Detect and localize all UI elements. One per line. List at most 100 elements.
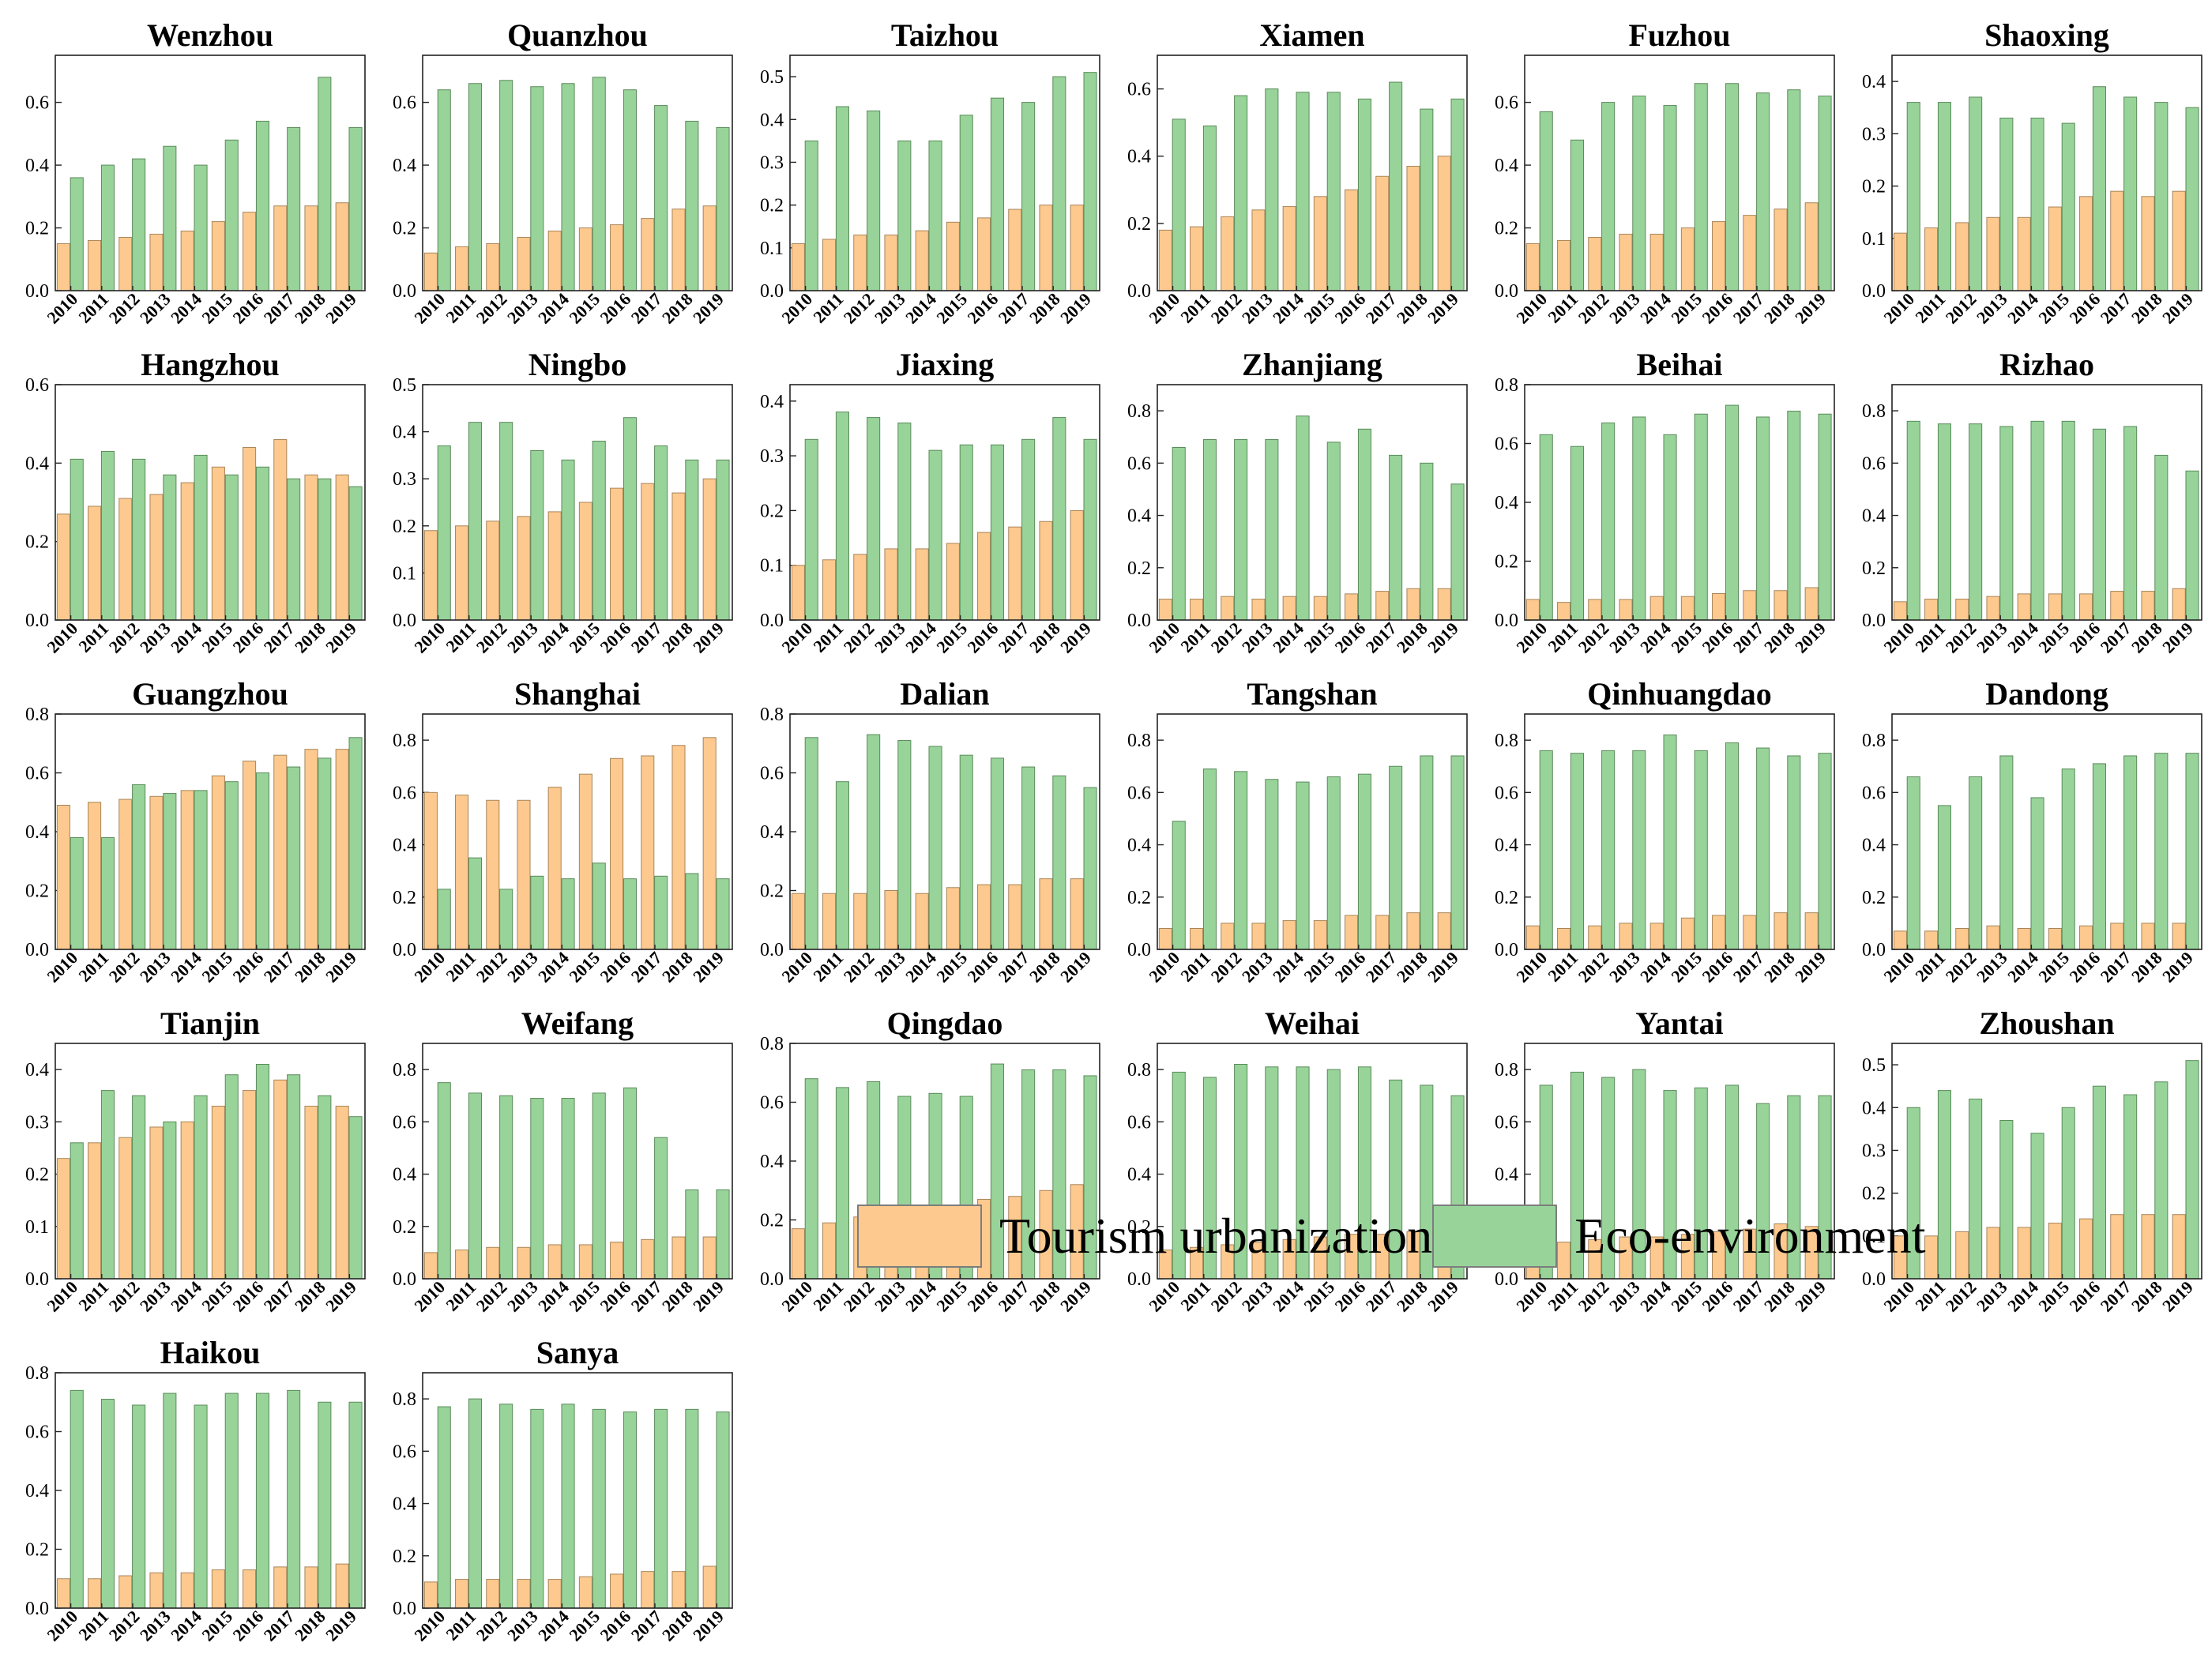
x-tick-label: 2011 xyxy=(1544,289,1582,327)
y-tick-label: 0.8 xyxy=(760,705,784,725)
bar-eco-2016 xyxy=(990,757,1004,950)
bar-eco-2014 xyxy=(561,878,575,950)
x-tick-label: 2017 xyxy=(260,1277,299,1316)
bar-tourism-2017 xyxy=(273,1079,288,1280)
bar-tourism-2011 xyxy=(455,525,469,621)
plot-frame xyxy=(55,1372,366,1609)
y-tick-label: 0.4 xyxy=(393,156,416,176)
x-tick-label: 2012 xyxy=(1942,948,1980,987)
x-tick-label: 2018 xyxy=(291,948,329,987)
bar-eco-2012 xyxy=(1969,1098,1983,1280)
y-tick-label: 0.4 xyxy=(760,110,784,130)
bar-eco-2013 xyxy=(1999,117,2014,291)
bar-eco-2019 xyxy=(348,486,363,621)
bar-eco-2011 xyxy=(100,450,115,621)
bar-tourism-2018 xyxy=(1039,205,1053,291)
x-tick-label: 2013 xyxy=(1973,1277,2011,1316)
x-tick-label: 2017 xyxy=(1729,1277,1768,1316)
bar-tourism-2011 xyxy=(822,559,837,621)
bar-eco-2011 xyxy=(468,83,482,291)
x-tick-label: 2014 xyxy=(167,289,205,328)
bar-eco-2019 xyxy=(716,878,730,950)
x-tick-label: 2014 xyxy=(167,618,205,657)
x-tick-label: 2013 xyxy=(1238,1277,1277,1316)
bar-tourism-2018 xyxy=(2141,591,2155,621)
x-tick-label: 2011 xyxy=(74,1607,112,1644)
bar-eco-2017 xyxy=(1756,747,1770,950)
chart-title: Dalian xyxy=(900,676,989,712)
bar-tourism-2010 xyxy=(56,1158,70,1280)
x-tick-label: 2013 xyxy=(1605,289,1644,328)
bar-tourism-2015 xyxy=(578,1244,592,1280)
x-tick-label: 2016 xyxy=(964,1277,1002,1316)
x-tick-label: 2013 xyxy=(136,1607,175,1645)
y-tick-label: 0.6 xyxy=(1127,80,1151,100)
bar-tourism-2013 xyxy=(1986,216,2000,291)
x-tick-label: 2017 xyxy=(260,289,299,328)
y-tick-label: 0.6 xyxy=(1495,1112,1518,1133)
bar-eco-2011 xyxy=(468,857,482,950)
bar-tourism-2016 xyxy=(243,212,257,291)
bar-tourism-2013 xyxy=(1619,599,1633,621)
bar-eco-2015 xyxy=(224,1392,239,1609)
x-tick-label: 2018 xyxy=(1760,618,1799,657)
bar-tourism-2011 xyxy=(88,1578,102,1609)
y-tick-label: 0.0 xyxy=(1495,940,1518,960)
x-tick-label: 2013 xyxy=(1605,618,1644,657)
bar-tourism-2016 xyxy=(1345,189,1359,291)
bar-eco-2016 xyxy=(623,417,637,621)
bar-tourism-2010 xyxy=(1893,601,1907,621)
x-tick-label: 2017 xyxy=(1729,618,1768,657)
x-tick-label: 2018 xyxy=(658,948,697,987)
bar-tourism-2010 xyxy=(423,1252,438,1280)
bar-eco-2015 xyxy=(2061,1107,2075,1280)
bar-tourism-2019 xyxy=(1070,509,1084,621)
bar-eco-2013 xyxy=(1999,426,2014,621)
bar-tourism-2019 xyxy=(335,1563,349,1609)
x-tick-label: 2012 xyxy=(840,289,878,328)
y-tick-label: 0.4 xyxy=(1127,1165,1151,1186)
bar-eco-2012 xyxy=(867,417,881,621)
bar-tourism-2015 xyxy=(1313,920,1327,950)
bar-eco-2019 xyxy=(348,1116,363,1280)
bar-eco-2012 xyxy=(132,1095,146,1280)
x-tick-label: 2018 xyxy=(1025,1277,1064,1316)
x-tick-label: 2013 xyxy=(1605,1277,1644,1316)
x-tick-label: 2014 xyxy=(534,289,573,328)
bar-eco-2016 xyxy=(255,1392,269,1609)
y-tick-label: 0.4 xyxy=(393,836,416,856)
x-tick-label: 2012 xyxy=(1574,1277,1613,1316)
y-tick-label: 0.8 xyxy=(393,1060,416,1081)
y-tick-label: 0.8 xyxy=(25,1363,49,1384)
bar-eco-2010 xyxy=(70,1389,84,1609)
bar-tourism-2015 xyxy=(578,773,592,950)
bar-tourism-2015 xyxy=(211,1569,225,1609)
bar-eco-2015 xyxy=(1326,776,1341,950)
bar-eco-2013 xyxy=(163,793,177,950)
x-tick-label: 2014 xyxy=(534,1607,573,1645)
bar-tourism-2012 xyxy=(1588,925,1602,950)
y-tick-label: 0.0 xyxy=(1862,281,1886,302)
bar-tourism-2015 xyxy=(211,775,225,950)
bar-tourism-2011 xyxy=(822,239,837,291)
bar-eco-2011 xyxy=(1570,445,1584,621)
bar-eco-2010 xyxy=(70,458,84,621)
bar-eco-2018 xyxy=(685,873,699,950)
y-tick-label: 0.0 xyxy=(1862,611,1886,631)
chart-title: Weihai xyxy=(1265,1005,1360,1041)
bar-eco-2012 xyxy=(499,422,513,621)
x-tick-label: 2013 xyxy=(1238,948,1277,987)
x-tick-label: 2016 xyxy=(229,289,268,328)
bar-tourism-2012 xyxy=(1955,928,1969,950)
x-tick-label: 2018 xyxy=(291,289,329,328)
bar-tourism-2019 xyxy=(1804,202,1819,291)
x-tick-label: 2014 xyxy=(901,1277,940,1316)
bar-eco-2017 xyxy=(654,1408,668,1609)
bar-eco-2014 xyxy=(561,83,575,291)
x-tick-label: 2019 xyxy=(1056,1277,1095,1316)
bar-tourism-2019 xyxy=(1437,912,1451,950)
bar-eco-2019 xyxy=(716,459,730,621)
y-tick-label: 0.0 xyxy=(393,611,416,631)
chart-zhanjiang: Zhanjiang0.00.20.40.60.82010201120122013… xyxy=(1127,347,1468,657)
chart-title: Ningbo xyxy=(528,347,627,382)
